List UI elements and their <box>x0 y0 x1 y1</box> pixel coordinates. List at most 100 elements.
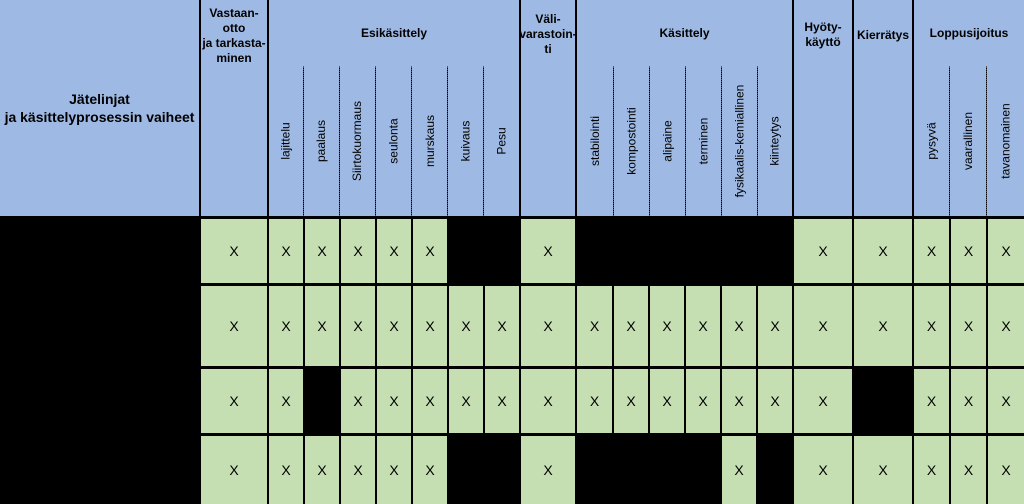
table-corner-header: Jätelinjat ja käsittelyprosessin vaiheet <box>0 0 199 216</box>
group-header-kierratys: Kierrätys <box>854 0 912 216</box>
table-cell-vaarallinen: X <box>951 219 986 283</box>
table-cell-hyotykaytto: X <box>794 436 852 504</box>
table-cell-siirtokuormaus: X <box>341 286 375 366</box>
table-cell-pesu: X <box>485 286 519 366</box>
table-cell-lajittelu: X <box>269 436 303 504</box>
table-cell-lajittelu: X <box>269 219 303 283</box>
subheader-paalaus: paalaus <box>304 66 339 216</box>
header-divider <box>303 66 304 216</box>
subheader-murskaus: murskaus <box>412 66 447 216</box>
table-cell-terminen: X <box>686 369 720 433</box>
table-cell-kierratys: X <box>854 286 912 366</box>
group-header-hyotykaytto: Hyöty- käyttö <box>794 0 852 216</box>
table-cell-valivarastointi: X <box>521 219 575 283</box>
table-cell-lajittelu: X <box>269 286 303 366</box>
table-cell-kuivaus: X <box>449 286 483 366</box>
subheader-kiinteytys: kiinteytys <box>758 66 792 216</box>
table-cell-hyotykaytto: X <box>794 286 852 366</box>
table-cell-seulonta: X <box>377 436 411 504</box>
table-cell-pysyva: X <box>914 369 949 433</box>
header-divider <box>721 66 722 216</box>
subheader-kuivaus: kuivaus <box>448 66 483 216</box>
table-cell-seulonta: X <box>377 286 411 366</box>
table-cell-valivarastointi: X <box>521 286 575 366</box>
subheader-lajittelu: lajittelu <box>269 66 303 216</box>
table-cell-pesu: X <box>485 369 519 433</box>
table-cell-kierratys: X <box>854 436 912 504</box>
group-header-vastaanotto: Vastaan- otto ja tarkasta- minen <box>201 0 267 216</box>
header-divider <box>339 66 340 216</box>
header-divider <box>649 66 650 216</box>
table-cell-terminen: X <box>686 286 720 366</box>
table-cell-pysyva: X <box>914 436 949 504</box>
table-cell-valivarastointi: X <box>521 369 575 433</box>
table-cell-seulonta: X <box>377 369 411 433</box>
subheader-terminen: terminen <box>686 66 721 216</box>
table-cell-valivarastointi: X <box>521 436 575 504</box>
table-cell-paalaus: X <box>305 286 339 366</box>
table-cell-kiinteytys: X <box>758 286 792 366</box>
table-cell-stabilointi: X <box>577 286 612 366</box>
group-header-kasittely: Käsittely <box>577 0 792 66</box>
table-cell-vastaanotto: X <box>201 436 267 504</box>
table-cell-fysikaalis-kemiallinen: X <box>722 286 756 366</box>
header-divider <box>411 66 412 216</box>
header-divider <box>685 66 686 216</box>
table-cell-paalaus: X <box>305 436 339 504</box>
table-cell-seulonta: X <box>377 219 411 283</box>
table-cell-murskaus: X <box>413 369 447 433</box>
group-header-loppusijoitus: Loppusijoitus <box>914 0 1024 66</box>
table-cell-murskaus: X <box>413 219 447 283</box>
header-divider <box>483 66 484 216</box>
subheader-fysikaalis-kemiallinen: fysikaalis-kemiallinen <box>722 66 757 216</box>
table-cell-alipaine: X <box>650 369 684 433</box>
table-cell-kuivaus: X <box>449 369 483 433</box>
table-cell-fysikaalis-kemiallinen: X <box>722 436 756 504</box>
table-cell-tavanomainen: X <box>988 369 1024 433</box>
table-cell-fysikaalis-kemiallinen: X <box>722 369 756 433</box>
table-cell-kompostointi: X <box>614 369 648 433</box>
subheader-alipaine: alipaine <box>650 66 685 216</box>
table-cell-murskaus: X <box>413 436 447 504</box>
header-divider <box>375 66 376 216</box>
subheader-pesu: Pesu <box>484 66 519 216</box>
table-cell-kiinteytys: X <box>758 369 792 433</box>
table-cell-siirtokuormaus: X <box>341 369 375 433</box>
header-divider <box>986 66 987 216</box>
subheader-siirtokuormaus: Siirtokuormaus <box>340 66 375 216</box>
group-header-esikasittely: Esikäsittely <box>269 0 519 66</box>
table-cell-hyotykaytto: X <box>794 219 852 283</box>
header-divider <box>757 66 758 216</box>
table-cell-paalaus: X <box>305 219 339 283</box>
table-cell-tavanomainen: X <box>988 219 1024 283</box>
table-cell-vastaanotto: X <box>201 286 267 366</box>
table-cell-pysyva: X <box>914 219 949 283</box>
table-cell-kierratys: X <box>854 219 912 283</box>
table-cell-pysyva: X <box>914 286 949 366</box>
subheader-pysyva: pysyvä <box>914 66 949 216</box>
table-cell-stabilointi: X <box>577 369 612 433</box>
header-divider <box>949 66 950 216</box>
table-cell-lajittelu: X <box>269 369 303 433</box>
subheader-vaarallinen: vaarallinen <box>950 66 986 216</box>
table-cell-vaarallinen: X <box>951 369 986 433</box>
table-cell-vastaanotto: X <box>201 369 267 433</box>
subheader-stabilointi: stabilointi <box>577 66 613 216</box>
table-cell-siirtokuormaus: X <box>341 219 375 283</box>
table-cell-murskaus: X <box>413 286 447 366</box>
group-header-valivarastointi: Väli- varastoin- ti <box>519 0 577 216</box>
table-cell-vaarallinen: X <box>951 436 986 504</box>
table-cell-hyotykaytto: X <box>794 369 852 433</box>
subheader-tavanomainen: tavanomainen <box>987 66 1024 216</box>
table-cell-siirtokuormaus: X <box>341 436 375 504</box>
table-cell-tavanomainen: X <box>988 286 1024 366</box>
table-cell-alipaine: X <box>650 286 684 366</box>
subheader-seulonta: seulonta <box>376 66 411 216</box>
table-cell-kompostointi: X <box>614 286 648 366</box>
table-cell-vastaanotto: X <box>201 219 267 283</box>
table-cell-vaarallinen: X <box>951 286 986 366</box>
table-cell-tavanomainen: X <box>988 436 1024 504</box>
header-divider <box>447 66 448 216</box>
subheader-kompostointi: kompostointi <box>614 66 649 216</box>
